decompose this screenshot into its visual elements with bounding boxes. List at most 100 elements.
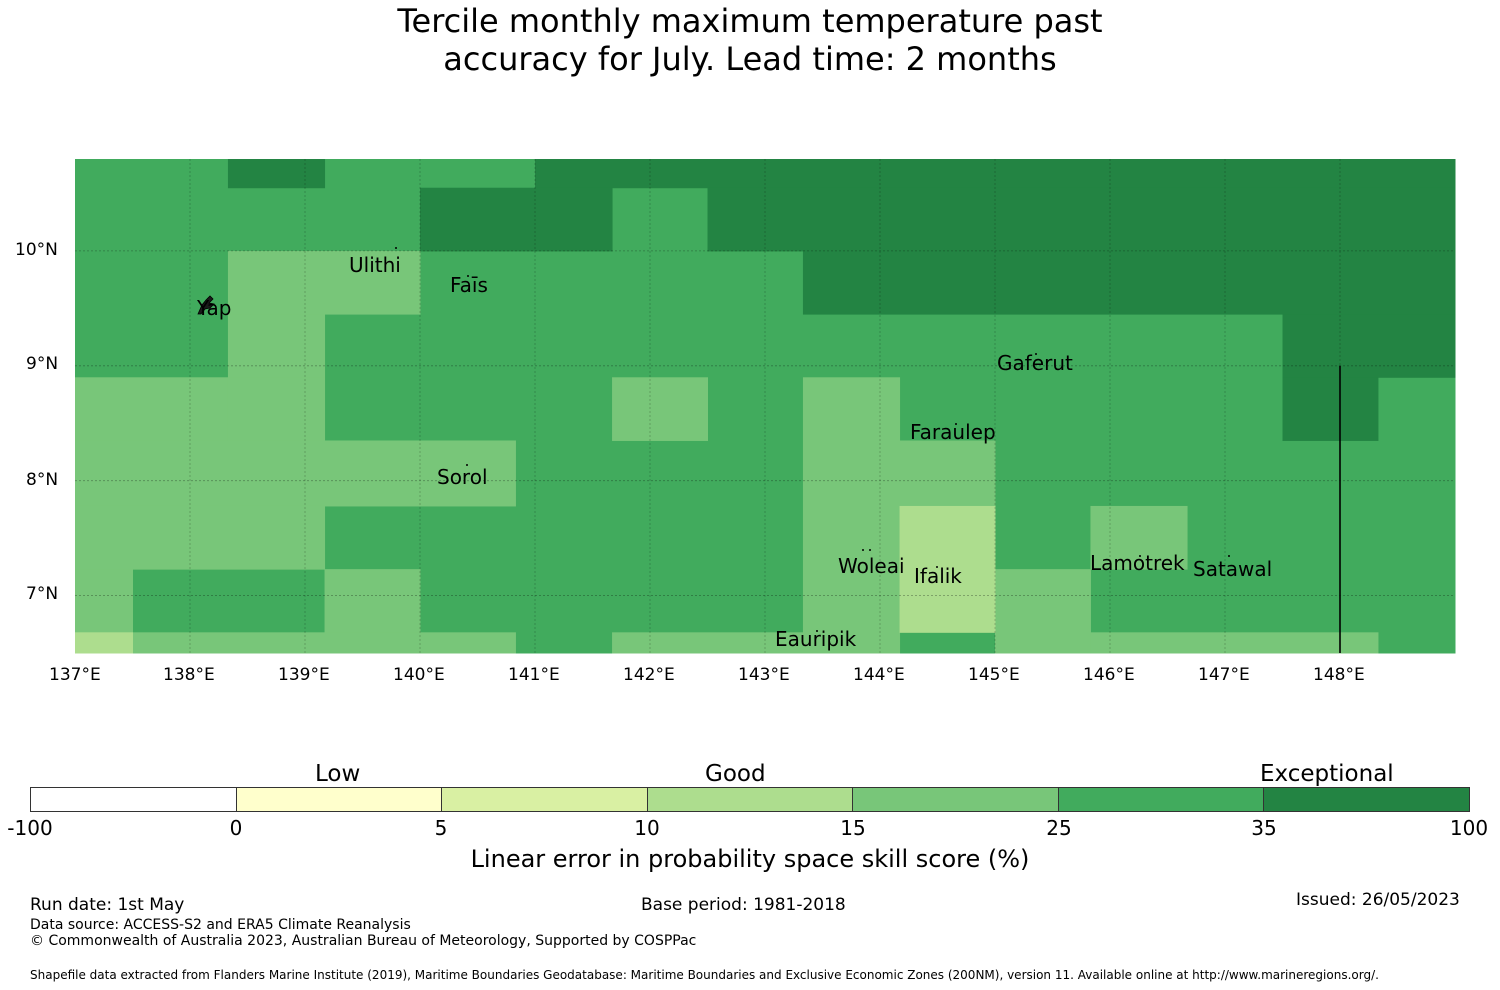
place-label-sorol: Sorol [437,465,488,489]
colorbar-segment [236,788,443,811]
skill-cell [75,569,133,633]
skill-cell [324,440,516,507]
skill-grid [75,159,1456,654]
category-good: Good [705,761,766,787]
island-dot [862,549,864,551]
place-label-ifalik: Ifalik [914,564,962,588]
colorbar-tick: 5 [434,816,448,840]
island-dot [955,423,957,425]
base-period: Base period: 1981-2018 [641,895,846,915]
category-low: Low [315,761,361,787]
lon-tick-label: 144°E [853,665,905,685]
lon-tick-label: 137°E [49,665,101,685]
lon-tick-label: 139°E [278,665,330,685]
place-label-yap: Yap [197,296,232,320]
skill-cell [612,377,708,441]
skill-cell [899,505,996,633]
data-source: Data source: ACCESS-S2 and ERA5 Climate … [30,917,411,933]
skill-cell [227,250,326,315]
place-label-woleai: Woleai [838,554,905,578]
place-label-eauripik: Eauripik [775,627,857,651]
lon-tick-label: 142°E [623,665,675,685]
island-dot [1035,353,1037,355]
island-dot [869,549,871,551]
skill-cell [1374,377,1456,654]
run-date: Run date: 1st May [30,895,185,915]
island-dot [467,275,469,277]
copyright: © Commonwealth of Australia 2023, Austra… [30,933,697,949]
skill-cell [995,569,1091,654]
skill-cell [75,632,133,654]
colorbar-segment [442,788,648,811]
island-dot [395,247,397,249]
colorbar-tick: -100 [7,816,53,840]
skill-cell [75,377,229,441]
place-label-fais: Faīs [450,273,488,297]
island-dot [1139,555,1141,557]
lat-tick-label: 10°N [15,240,58,260]
skill-cell [420,632,516,654]
lon-tick-label: 145°E [968,665,1020,685]
lon-tick-label: 146°E [1083,665,1135,685]
skill-cell [802,250,1456,315]
lat-tick-label: 7°N [26,584,59,604]
chart-title: Tercile monthly maximum temperature past… [0,2,1500,78]
skill-cell [132,632,326,654]
colorbar-label: Linear error in probability space skill … [470,845,1030,873]
skill-cell [707,187,1456,252]
lon-tick-label: 143°E [738,665,790,685]
colorbar-tick: 0 [229,816,243,840]
island-dot [1228,555,1230,557]
place-label-gaferut: Gaferut [997,351,1073,375]
colorbar-segment [31,788,237,811]
skill-cell [802,377,901,654]
skill-cell [324,632,421,654]
lon-tick-label: 147°E [1198,665,1250,685]
place-label-lamotrek: Lamotrek [1090,551,1185,575]
category-exceptional: Exceptional [1260,761,1394,787]
colorbar-tick: 35 [1251,816,1277,840]
colorbar-segment [647,788,854,811]
colorbar-segment [1264,788,1470,811]
lat-tick-label: 9°N [26,354,59,374]
lon-tick-label: 140°E [393,665,445,685]
colorbar-segment [1058,788,1265,811]
skill-cell [612,632,804,654]
colorbar-segment [853,788,1059,811]
skill-cell [75,505,326,570]
colorbar-tick: 25 [1046,816,1072,840]
map-overlay [75,159,1455,653]
skill-cell [899,440,996,507]
island-dot [936,566,938,568]
skill-map [75,159,1456,654]
skill-cell [1282,377,1379,441]
lon-tick-label: 141°E [508,665,560,685]
skill-cell [1282,314,1456,378]
skill-cell [1090,505,1188,570]
skill-cell [1090,632,1379,654]
lon-tick-label: 138°E [163,665,215,685]
place-label-ulithi: Ulithi [349,253,401,277]
colorbar-tick: 15 [840,816,866,840]
yap-island [197,295,215,315]
skill-cell [227,377,326,441]
title-line-2: accuracy for July. Lead time: 2 months [443,40,1057,78]
colorbar-tick: 100 [1449,816,1489,840]
island-dot [466,464,468,466]
skill-cell [420,187,613,252]
colorbar [30,787,1470,812]
place-label-satawal: Satawal [1193,557,1273,581]
skill-cell [535,159,1456,189]
issued-date: Issued: 26/05/2023 [1296,890,1460,910]
lat-tick-label: 8°N [26,470,59,490]
place-label-faraulep: Faraulep [910,420,996,444]
island-dot [816,630,818,632]
skill-cell [324,250,421,315]
colorbar-tick: 10 [634,816,660,840]
skill-cell [227,314,326,378]
title-line-1: Tercile monthly maximum temperature past [397,2,1103,40]
skill-cell [75,440,326,507]
skill-cell [324,569,421,633]
lon-tick-label: 148°E [1313,665,1365,685]
shapefile-credit: Shapefile data extracted from Flanders M… [30,968,1379,982]
